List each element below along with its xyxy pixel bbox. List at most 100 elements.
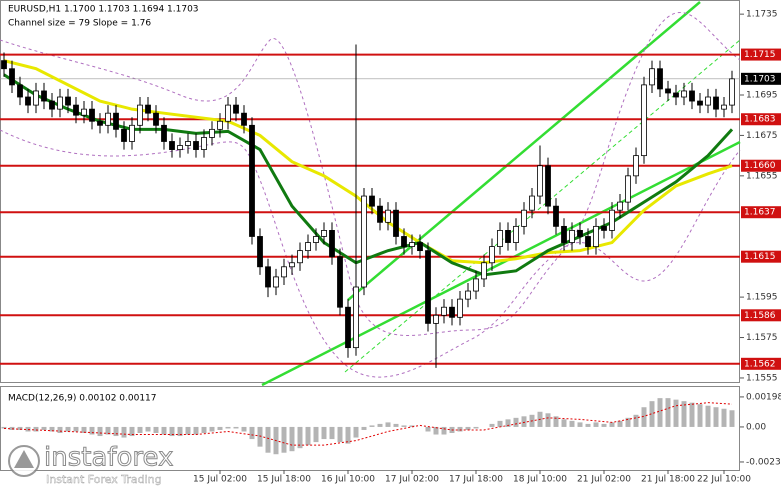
level-label-box [741,159,781,172]
candle-body [337,256,343,308]
level-label: 1.1586 [744,311,776,321]
macd-bar [641,407,647,427]
candle-body [153,112,159,126]
macd-bar [577,422,583,427]
macd-bar [345,426,351,444]
candle-body [121,128,127,142]
candle-body [489,246,495,264]
macd-bar [721,408,727,427]
macd-bar [689,402,695,427]
macd-bar [73,426,79,432]
macd-bar [497,420,503,427]
candle-body [569,230,575,243]
macd-panel [0,386,740,471]
candle-body [393,209,399,237]
candle-body [89,108,95,122]
macd-bar [657,398,663,427]
macd-bar [257,426,263,447]
chart-title: EURUSD,H1 1.1700 1.1703 1.1694 1.1703 [8,5,199,15]
candle-body [553,205,559,227]
macd-bar [233,426,239,429]
candle-body [537,165,543,197]
candle-body [321,230,327,237]
macd-bar [1,426,7,429]
candle-body [425,250,431,324]
candle-body [617,201,623,211]
candle-body [185,141,191,146]
macd-bar [297,426,303,449]
candle-body [481,262,487,280]
macd-bar [129,426,135,437]
candle-body [137,104,143,126]
candle-body [105,112,111,126]
macd-bar [209,426,215,432]
macd-bar [457,426,463,432]
level-label-box [741,48,781,61]
candle-body [681,90,687,98]
macd [1,398,735,455]
watermark-tagline: Instant Forex Trading [46,473,162,486]
macd-bar [153,426,159,434]
candle-body [625,175,631,203]
level-label-box [741,113,781,126]
levels: 1.1715 1.1683 1.1660 1.1637 1.1615 1.1586 1.15… [0,48,781,370]
channel-upper [347,1,701,301]
macd-label: MACD(12,26,9) 0.00102 0.00117 [8,394,157,404]
channel-lower [261,140,741,387]
candle-body [281,266,287,278]
level-label-box [741,357,781,370]
level-label: 1.1683 [744,115,776,125]
x-tick-label: 22 Jul 10:00 [697,475,751,485]
macd-bar [305,426,311,446]
candle-body [513,225,519,243]
macd-bar [177,426,183,437]
candle-body [713,96,719,110]
moving-average [3,73,734,277]
watermark-logo-mark [14,450,34,468]
macd-bar [385,422,391,427]
macd-bar [225,426,231,429]
macd-bar [561,419,567,427]
candle-body [601,225,607,231]
macd-bar [625,417,631,427]
candle-body [409,242,415,247]
candle-body [169,141,175,150]
candle-body [657,68,663,90]
watermark: instaforex Instant Forex Trading [8,442,174,486]
candle-body [249,124,255,237]
macd-bar [681,401,687,427]
macd-bar [329,426,335,440]
macd-bar [105,426,111,435]
macd-bar [569,420,575,427]
candle-body [353,286,359,349]
candle-body [689,90,695,102]
y-tick-label: 1.1695 [746,90,778,100]
macd-bar [217,426,223,430]
macd-bar [505,419,511,427]
macd-bar [361,426,367,430]
macd-bar [673,399,679,427]
macd-y-tick-label: -0.00231 [746,457,781,467]
y-tick-label: 1.1575 [746,333,778,343]
macd-y-tick-label: 0.00 [746,422,766,432]
level-label: 1.1660 [744,161,776,171]
candle-body [233,104,239,114]
candle-body [113,112,119,130]
candle-body [345,306,351,349]
candle-body [561,225,567,243]
macd-bar [201,426,207,434]
candle-body [385,209,391,223]
candle-body [57,96,63,110]
candle-body [577,230,583,237]
x-tick-label: 17 Jul 18:00 [449,475,503,485]
candle-body [593,225,599,247]
candle-body [177,145,183,150]
candle-body [665,88,671,94]
candle-body [9,68,15,86]
candle-body [721,104,727,110]
level-label-box [741,250,781,263]
macd-bar [585,423,591,427]
x-tick-label: 17 Jul 02:00 [385,475,439,485]
candle-body [225,104,231,122]
macd-bar [401,425,407,427]
